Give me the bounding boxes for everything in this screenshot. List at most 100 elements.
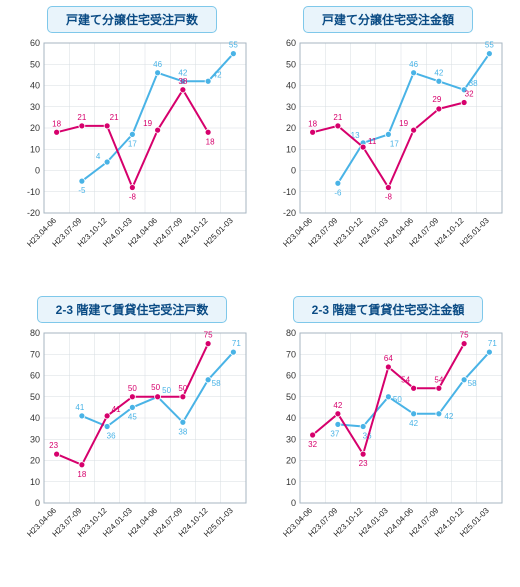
svg-text:70: 70 — [286, 349, 296, 359]
svg-text:21: 21 — [110, 113, 119, 122]
svg-text:38: 38 — [178, 427, 187, 436]
svg-text:10: 10 — [30, 476, 40, 486]
svg-text:17: 17 — [390, 139, 399, 148]
svg-text:10: 10 — [286, 476, 296, 486]
svg-text:18: 18 — [206, 137, 215, 146]
svg-text:21: 21 — [333, 113, 342, 122]
svg-text:60: 60 — [30, 38, 40, 48]
svg-text:30: 30 — [286, 434, 296, 444]
svg-text:20: 20 — [30, 123, 40, 133]
svg-text:71: 71 — [488, 339, 497, 348]
svg-text:50: 50 — [286, 59, 296, 69]
panel-top-left: 戸建て分譲住宅受注戸数 -20-100102030405060H23.04-06… — [4, 6, 260, 292]
svg-text:50: 50 — [30, 59, 40, 69]
svg-text:36: 36 — [107, 431, 116, 440]
svg-text:60: 60 — [286, 370, 296, 380]
svg-text:0: 0 — [35, 498, 40, 508]
svg-text:-8: -8 — [129, 193, 137, 202]
svg-text:50: 50 — [178, 383, 187, 392]
svg-text:64: 64 — [384, 354, 393, 363]
svg-text:29: 29 — [432, 95, 441, 104]
svg-text:32: 32 — [308, 440, 317, 449]
svg-text:0: 0 — [291, 498, 296, 508]
svg-text:46: 46 — [153, 60, 162, 69]
svg-text:23: 23 — [49, 441, 58, 450]
svg-text:40: 40 — [286, 413, 296, 423]
svg-text:17: 17 — [128, 139, 137, 148]
svg-text:32: 32 — [465, 90, 474, 99]
svg-text:50: 50 — [286, 391, 296, 401]
svg-text:37: 37 — [330, 429, 339, 438]
svg-text:10: 10 — [286, 144, 296, 154]
svg-text:-8: -8 — [385, 193, 393, 202]
svg-text:42: 42 — [434, 68, 443, 77]
svg-text:10: 10 — [30, 144, 40, 154]
svg-text:80: 80 — [286, 328, 296, 338]
svg-text:46: 46 — [409, 60, 418, 69]
svg-text:50: 50 — [393, 394, 402, 403]
svg-text:-20: -20 — [283, 208, 296, 218]
svg-text:38: 38 — [469, 79, 478, 88]
svg-text:55: 55 — [485, 41, 494, 50]
panel-bottom-right: 2-3 階建て賃貸住宅受注金額 01020304050607080H23.04-… — [260, 296, 516, 582]
svg-text:60: 60 — [286, 38, 296, 48]
chart: 01020304050607080H23.04-06H23.07-09H23.1… — [270, 327, 506, 557]
svg-text:55: 55 — [229, 41, 238, 50]
svg-text:18: 18 — [77, 469, 86, 478]
svg-text:38: 38 — [178, 77, 187, 86]
svg-text:54: 54 — [401, 375, 410, 384]
svg-text:75: 75 — [460, 330, 469, 339]
svg-text:11: 11 — [368, 137, 377, 146]
svg-text:18: 18 — [52, 119, 61, 128]
svg-text:80: 80 — [30, 328, 40, 338]
svg-text:-10: -10 — [27, 187, 40, 197]
svg-text:42: 42 — [213, 70, 222, 79]
svg-text:50: 50 — [128, 383, 137, 392]
svg-text:4: 4 — [96, 152, 101, 161]
panel-title: 2-3 階建て賃貸住宅受注戸数 — [37, 296, 228, 323]
svg-text:71: 71 — [232, 339, 241, 348]
svg-text:-10: -10 — [283, 187, 296, 197]
svg-text:19: 19 — [143, 119, 152, 128]
svg-text:70: 70 — [30, 349, 40, 359]
svg-text:40: 40 — [30, 81, 40, 91]
panel-title: 戸建て分譲住宅受注金額 — [303, 6, 473, 33]
svg-text:54: 54 — [434, 375, 443, 384]
panel-bottom-left: 2-3 階建て賃貸住宅受注戸数 01020304050607080H23.04-… — [4, 296, 260, 582]
panel-title: 2-3 階建て賃貸住宅受注金額 — [293, 296, 484, 323]
svg-text:-5: -5 — [78, 186, 86, 195]
panel-top-right: 戸建て分譲住宅受注金額 -20-100102030405060H23.04-06… — [260, 6, 516, 292]
svg-text:30: 30 — [286, 102, 296, 112]
chart-grid: 戸建て分譲住宅受注戸数 -20-100102030405060H23.04-06… — [0, 0, 520, 587]
chart: -20-100102030405060H23.04-06H23.07-09H23… — [14, 37, 250, 267]
svg-text:50: 50 — [151, 382, 160, 391]
panel-title: 戸建て分譲住宅受注戸数 — [47, 6, 217, 33]
svg-text:30: 30 — [30, 434, 40, 444]
svg-text:20: 20 — [286, 123, 296, 133]
svg-text:20: 20 — [286, 455, 296, 465]
svg-text:0: 0 — [35, 166, 40, 176]
chart: -20-100102030405060H23.04-06H23.07-09H23… — [270, 37, 506, 267]
svg-text:20: 20 — [30, 455, 40, 465]
svg-text:50: 50 — [30, 391, 40, 401]
svg-text:-20: -20 — [27, 208, 40, 218]
svg-text:58: 58 — [212, 378, 221, 387]
svg-text:41: 41 — [112, 404, 121, 413]
svg-text:-6: -6 — [334, 188, 342, 197]
svg-text:41: 41 — [75, 402, 84, 411]
svg-text:58: 58 — [468, 378, 477, 387]
svg-text:42: 42 — [409, 418, 418, 427]
chart: 01020304050607080H23.04-06H23.07-09H23.1… — [14, 327, 250, 557]
svg-text:42: 42 — [333, 400, 342, 409]
svg-text:40: 40 — [286, 81, 296, 91]
svg-text:75: 75 — [204, 330, 213, 339]
svg-text:45: 45 — [128, 412, 137, 421]
svg-text:30: 30 — [30, 102, 40, 112]
svg-text:42: 42 — [444, 411, 453, 420]
svg-text:18: 18 — [308, 119, 317, 128]
svg-text:23: 23 — [359, 459, 368, 468]
svg-text:40: 40 — [30, 413, 40, 423]
svg-text:21: 21 — [77, 113, 86, 122]
svg-text:19: 19 — [399, 119, 408, 128]
svg-text:60: 60 — [30, 370, 40, 380]
